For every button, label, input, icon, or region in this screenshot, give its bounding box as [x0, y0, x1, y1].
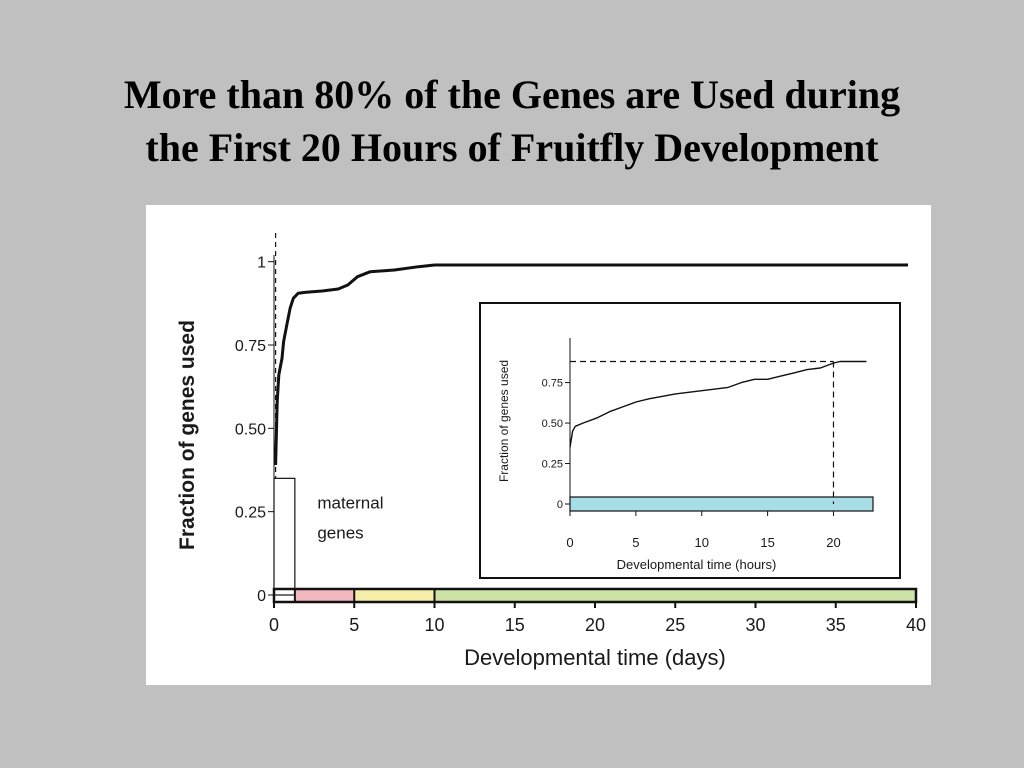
- slide-title: More than 80% of the Genes are Used duri…: [0, 68, 1024, 174]
- slide-title-line-2: the First 20 Hours of Fruitfly Developme…: [145, 125, 879, 170]
- maternal-genes-label: maternal: [317, 493, 383, 512]
- inset-y-tick-label: 0.50: [542, 418, 563, 430]
- slide-title-line-1: More than 80% of the Genes are Used duri…: [123, 72, 901, 117]
- main-x-tick-label: 10: [424, 615, 444, 635]
- main-stage-band: [294, 589, 355, 602]
- inset-y-tick-label: 0: [557, 499, 563, 511]
- main-x-tick-label: 25: [665, 615, 685, 635]
- main-y-tick-label: 0.50: [235, 421, 266, 438]
- inset-x-tick-label: 10: [695, 535, 709, 550]
- inset-y-tick-label: 0.75: [542, 378, 563, 390]
- inset-x-tick-label: 5: [632, 535, 639, 550]
- inset-stage-band: [569, 496, 874, 512]
- main-x-tick-label: 35: [826, 615, 846, 635]
- inset-x-axis-title: Developmental time (hours): [617, 557, 777, 572]
- inset-y-tick-label: 0.25: [542, 459, 563, 471]
- main-x-axis-title: Developmental time (days): [464, 645, 726, 670]
- inset-x-tick-label: 0: [566, 535, 573, 550]
- main-x-tick-label: 30: [745, 615, 765, 635]
- inset-series-line: [569, 360, 867, 448]
- main-y-tick-label: 1: [257, 255, 266, 272]
- main-x-tick-label: 20: [585, 615, 605, 635]
- main-series-line: [274, 263, 908, 466]
- inset-frame: [479, 302, 901, 579]
- main-y-tick-label: 0.75: [235, 338, 266, 355]
- maternal-genes-bar: [273, 477, 296, 596]
- main-y-tick-label: 0: [257, 588, 266, 605]
- maternal-genes-label: genes: [317, 523, 363, 542]
- main-stage-band: [434, 589, 916, 602]
- main-x-tick-label: 40: [906, 615, 926, 635]
- main-x-tick-label: 5: [349, 615, 359, 635]
- main-y-axis-title: Fraction of genes used: [176, 320, 199, 550]
- main-x-tick-label: 15: [505, 615, 525, 635]
- inset-y-axis-title: Fraction of genes used: [497, 360, 511, 482]
- inset-x-tick-label: 20: [826, 535, 840, 550]
- main-stage-band: [354, 589, 435, 602]
- main-x-tick-label: 0: [269, 615, 279, 635]
- inset-x-tick-label: 15: [760, 535, 774, 550]
- figure-panel: 0 0.25 0.50 0.75 1 0 5 10 15 20 25 30 35 40 Developmen…: [146, 205, 931, 685]
- main-y-tick-label: 0.25: [235, 505, 266, 522]
